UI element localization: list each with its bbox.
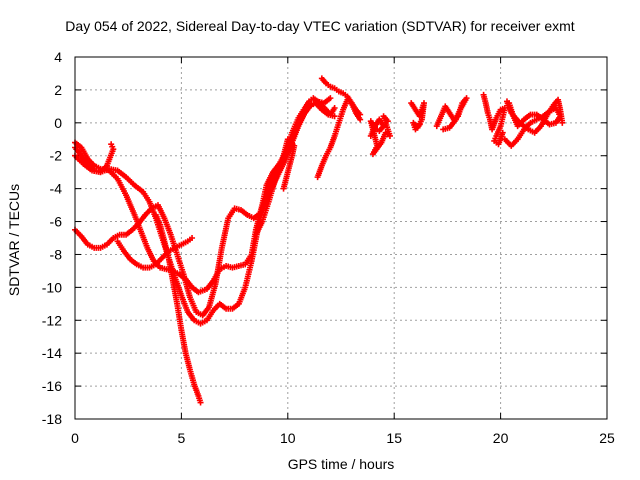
series-track-10 [367, 113, 393, 158]
y-tick-label: 2 [54, 82, 62, 98]
x-tick-label: 5 [178, 430, 186, 446]
y-tick-label: -14 [42, 345, 62, 361]
y-tick-label: 0 [54, 115, 62, 131]
x-tick-label: 25 [599, 430, 615, 446]
y-tick-label: -16 [42, 378, 62, 394]
tick-layer: 0 5 10 15 20 25 -18 -16 -14 -12 -10 -8 -6 -4 -2 0 2 4 [42, 49, 615, 446]
y-tick-label: -10 [42, 279, 62, 295]
data-point [327, 95, 334, 102]
data-layer [72, 75, 566, 406]
series-track-9 [318, 75, 364, 118]
data-point [331, 105, 338, 112]
data-point [357, 111, 364, 118]
y-axis-label: SDTVAR / TECUs [6, 183, 22, 297]
y-tick-label: -4 [50, 181, 63, 197]
y-tick-label: 4 [54, 49, 62, 65]
data-point [252, 231, 259, 238]
chart-title: Day 054 of 2022, Sidereal Day-to-day VTE… [65, 18, 575, 34]
x-tick-label: 10 [280, 430, 296, 446]
data-point [331, 113, 338, 120]
plot-frame [74, 56, 608, 420]
y-tick-label: -12 [42, 312, 62, 328]
series-track-11 [408, 100, 427, 133]
data-point [499, 129, 506, 136]
data-point [559, 119, 566, 126]
x-tick-label: 0 [71, 430, 79, 446]
data-point [108, 141, 115, 148]
y-tick-label: -2 [50, 148, 63, 164]
series-track-14 [501, 96, 566, 149]
x-tick-label: 20 [493, 430, 509, 446]
series-track-12 [433, 95, 470, 133]
series-track-6 [152, 211, 204, 406]
data-point [197, 399, 204, 406]
series-track-3 [72, 95, 334, 319]
y-tick-label: -6 [50, 214, 63, 230]
data-point [440, 126, 447, 133]
series-track-13 [480, 91, 508, 148]
y-tick-label: -18 [42, 411, 62, 427]
series-track-7 [252, 136, 298, 238]
data-point [416, 121, 423, 128]
data-point [384, 118, 391, 125]
data-point [189, 235, 196, 241]
x-axis-label: GPS time / hours [287, 456, 395, 472]
x-tick-label: 15 [386, 430, 402, 446]
series-track-5 [114, 235, 196, 271]
y-tick-label: -8 [50, 246, 63, 262]
series-track-4 [72, 141, 117, 176]
